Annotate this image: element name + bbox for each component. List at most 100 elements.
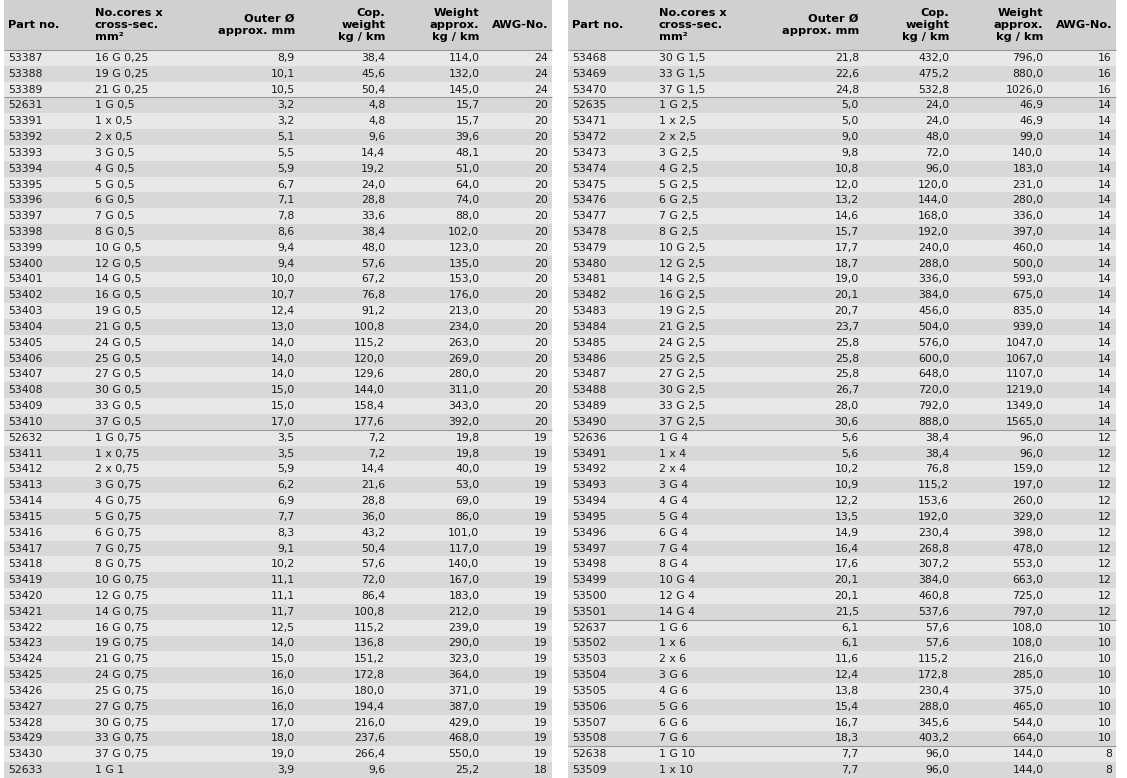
Bar (5, 209, 552, 224)
Text: 53400: 53400 (8, 258, 43, 268)
Text: 53,0: 53,0 (455, 480, 479, 490)
Text: 20: 20 (534, 290, 548, 300)
Bar (568, 525, 1116, 541)
Text: 343,0: 343,0 (449, 401, 479, 411)
Text: 7 G 6: 7 G 6 (658, 734, 687, 744)
Text: 136,8: 136,8 (354, 639, 385, 649)
Text: 120,0: 120,0 (354, 354, 385, 363)
Text: 30,6: 30,6 (835, 417, 859, 427)
Bar (568, 556, 1116, 573)
Text: 53487: 53487 (573, 370, 606, 380)
Text: 53508: 53508 (573, 734, 606, 744)
Text: 14: 14 (1098, 132, 1112, 142)
Text: 140,0: 140,0 (449, 559, 479, 569)
Text: 24: 24 (534, 53, 548, 63)
Text: 14,0: 14,0 (270, 370, 295, 380)
Text: 14,0: 14,0 (270, 639, 295, 649)
Text: 19: 19 (534, 544, 548, 553)
Text: 21,8: 21,8 (835, 53, 859, 63)
Bar (568, 620, 1116, 636)
Text: 43,2: 43,2 (361, 527, 385, 538)
Text: 53423: 53423 (8, 639, 43, 649)
Text: 6,1: 6,1 (842, 622, 859, 633)
Text: 10: 10 (1098, 702, 1112, 712)
Text: 153,0: 153,0 (449, 275, 479, 285)
Bar (568, 161, 1116, 177)
Text: 1219,0: 1219,0 (1005, 385, 1044, 395)
Text: 50,4: 50,4 (361, 544, 385, 553)
Text: 115,2: 115,2 (919, 480, 949, 490)
Bar (5, 224, 552, 240)
Text: 12,0: 12,0 (835, 180, 859, 190)
Text: 9,6: 9,6 (369, 765, 385, 775)
Bar (5, 636, 552, 651)
Text: 24 G 2,5: 24 G 2,5 (658, 338, 706, 348)
Text: 7,1: 7,1 (277, 195, 295, 205)
Text: 53411: 53411 (8, 449, 43, 458)
Text: 53419: 53419 (8, 575, 43, 585)
Text: 13,8: 13,8 (835, 686, 859, 696)
Text: 19: 19 (534, 734, 548, 744)
Text: 384,0: 384,0 (919, 575, 949, 585)
Text: 888,0: 888,0 (919, 417, 949, 427)
Text: 2 x 2,5: 2 x 2,5 (658, 132, 696, 142)
Text: 53389: 53389 (8, 85, 43, 95)
Text: 57,6: 57,6 (361, 559, 385, 569)
Text: 53421: 53421 (8, 607, 43, 617)
Text: 10,8: 10,8 (835, 163, 859, 173)
Text: 21,5: 21,5 (835, 607, 859, 617)
Text: 20: 20 (534, 258, 548, 268)
Text: 53471: 53471 (573, 116, 606, 126)
Text: 24: 24 (534, 85, 548, 95)
Text: 371,0: 371,0 (449, 686, 479, 696)
Text: 16: 16 (1098, 53, 1112, 63)
Text: 53388: 53388 (8, 68, 43, 79)
Text: 5 G 6: 5 G 6 (658, 702, 687, 712)
Bar (568, 303, 1116, 319)
Text: 28,8: 28,8 (361, 496, 385, 506)
Text: 100,8: 100,8 (354, 607, 385, 617)
Text: 30 G 0,75: 30 G 0,75 (95, 717, 148, 727)
Text: 15,0: 15,0 (270, 385, 295, 395)
Text: 53493: 53493 (573, 480, 606, 490)
Text: 25 G 0,5: 25 G 0,5 (95, 354, 141, 363)
Text: 48,0: 48,0 (361, 243, 385, 253)
Bar (5, 351, 552, 366)
Text: 6 G 0,75: 6 G 0,75 (95, 527, 141, 538)
Text: 53402: 53402 (8, 290, 43, 300)
Text: 20: 20 (534, 132, 548, 142)
Bar (568, 446, 1116, 461)
Text: 19,0: 19,0 (835, 275, 859, 285)
Text: 53392: 53392 (8, 132, 43, 142)
Text: 16,4: 16,4 (835, 544, 859, 553)
Text: 7 G 0,5: 7 G 0,5 (95, 211, 134, 221)
Text: 20: 20 (534, 227, 548, 237)
Text: 387,0: 387,0 (449, 702, 479, 712)
Text: 5 G 4: 5 G 4 (658, 512, 687, 522)
Text: 880,0: 880,0 (1012, 68, 1044, 79)
Text: 3 G 4: 3 G 4 (658, 480, 687, 490)
Text: 12,4: 12,4 (835, 670, 859, 680)
Text: 19: 19 (534, 607, 548, 617)
Text: 18,0: 18,0 (270, 734, 295, 744)
Text: 53505: 53505 (573, 686, 606, 696)
Bar (568, 588, 1116, 604)
Text: 2 x 0,75: 2 x 0,75 (95, 464, 139, 475)
Text: 53414: 53414 (8, 496, 43, 506)
Text: 38,4: 38,4 (925, 433, 949, 443)
Text: 10,0: 10,0 (270, 275, 295, 285)
Text: 14: 14 (1098, 148, 1112, 158)
Text: 153,6: 153,6 (919, 496, 949, 506)
Text: 38,4: 38,4 (361, 53, 385, 63)
Text: 663,0: 663,0 (1012, 575, 1044, 585)
Text: 88,0: 88,0 (455, 211, 479, 221)
Text: 384,0: 384,0 (919, 290, 949, 300)
Text: 500,0: 500,0 (1012, 258, 1044, 268)
Text: 53478: 53478 (573, 227, 606, 237)
Bar (568, 604, 1116, 620)
Text: 3,5: 3,5 (277, 449, 295, 458)
Text: 13,0: 13,0 (270, 322, 295, 332)
Text: 14: 14 (1098, 258, 1112, 268)
Text: 5 G 0,75: 5 G 0,75 (95, 512, 141, 522)
Text: 14,6: 14,6 (835, 211, 859, 221)
